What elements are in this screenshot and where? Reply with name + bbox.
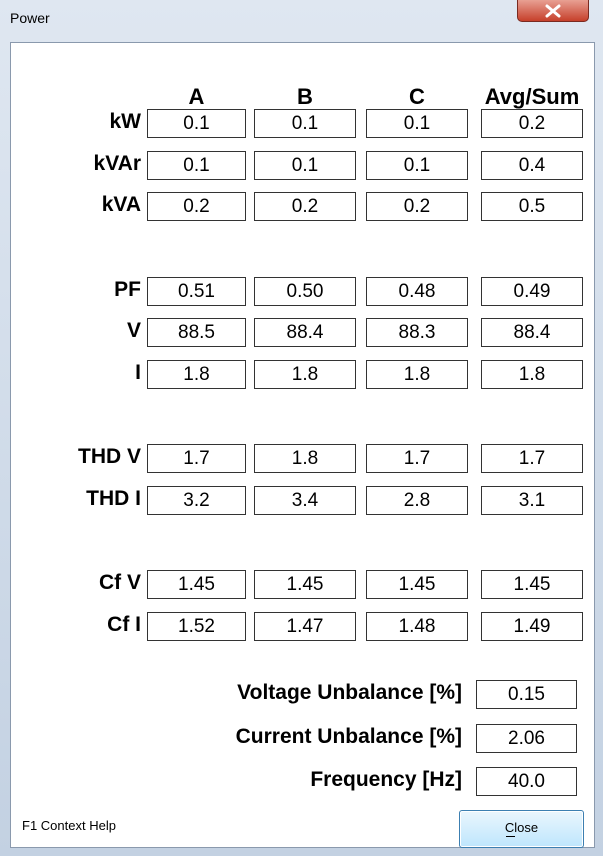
row-label: V [126,319,141,342]
value-field: 0.50 [254,276,356,306]
row-label: kW [109,110,142,133]
window-title: Power [10,10,50,26]
value-field: 1.49 [481,611,583,641]
row-label: Cf V [99,571,141,594]
value-field: 0.1 [366,109,468,138]
value-field: 0.5 [481,192,583,221]
summary-field: 2.06 [476,724,577,753]
close-window-button[interactable] [517,0,589,22]
value-field: 0.2 [254,192,356,221]
value-field: 0.1 [366,150,468,180]
value-field: 3.2 [147,485,246,515]
value-field: 1.8 [254,359,356,389]
value-field: 1.8 [147,359,246,389]
value-field: 3.4 [254,485,356,515]
value-field: 0.2 [481,109,583,138]
close-button[interactable]: Close [459,810,584,848]
value-field: 0.2 [147,192,246,221]
column-header: B [297,84,313,109]
value-field: 1.8 [254,444,356,473]
summary-field: 0.15 [476,680,577,709]
value-field: 1.47 [254,611,356,641]
accelerator-underline [506,836,515,837]
value-field: 0.1 [147,150,246,180]
value-field: 1.45 [366,570,468,599]
row-label: THD V [78,445,141,468]
value-field: 88.4 [481,318,583,347]
value-field: 0.49 [481,276,583,306]
row-label: PF [114,277,141,301]
value-field: 88.3 [366,318,468,347]
value-field: 2.8 [366,485,468,515]
value-field: 0.1 [254,150,356,180]
value-field: 0.1 [147,109,246,138]
value-field: 1.45 [481,570,583,599]
row-label: Cf I [107,612,141,636]
summary-label: Frequency [Hz] [310,768,462,791]
value-field: 0.4 [481,150,583,180]
summary-label: Voltage Unbalance [%] [237,681,462,704]
value-field: 3.1 [481,485,583,515]
row-label: kVA [101,193,141,216]
value-field: 1.45 [147,570,246,599]
column-header: C [409,84,425,109]
value-field: 0.48 [366,276,468,306]
value-field: 1.8 [481,359,583,389]
summary-field: 40.0 [476,767,577,796]
summary-label: Current Unbalance [%] [235,725,462,748]
value-field: 0.51 [147,276,246,306]
help-hint: F1 Context Help [22,818,116,833]
value-field: 0.1 [254,109,356,138]
close-icon [545,4,561,18]
value-field: 1.7 [366,444,468,473]
column-header: A [188,84,205,109]
value-field: 0.2 [366,192,468,221]
row-label: I [135,360,141,384]
value-field: 1.48 [366,611,468,641]
row-label: kVAr [93,151,141,175]
value-field: 1.45 [254,570,356,599]
column-header: Avg/Sum [484,84,580,109]
value-field: 1.52 [147,611,246,641]
value-field: 1.8 [366,359,468,389]
value-field: 1.7 [147,444,246,473]
value-field: 88.5 [147,318,246,347]
row-label: THD I [86,486,141,510]
value-field: 88.4 [254,318,356,347]
value-field: 1.7 [481,444,583,473]
